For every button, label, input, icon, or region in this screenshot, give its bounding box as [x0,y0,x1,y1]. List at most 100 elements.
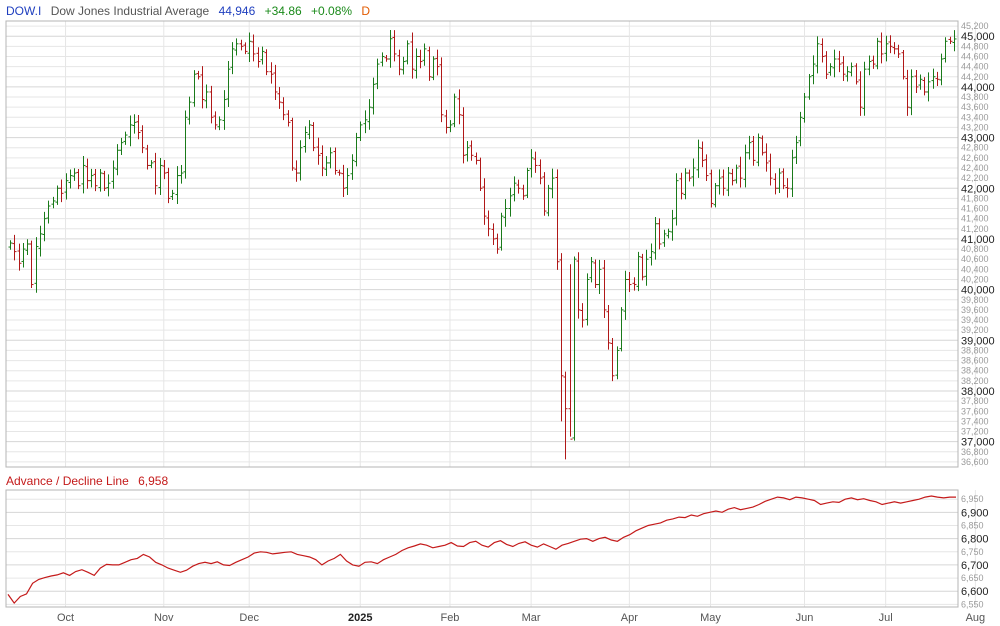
main-panel-frame [5,20,959,468]
ohlc-bar [350,154,355,180]
ohlc-bar [25,239,30,256]
axis-tick-label: 40,200 [961,274,989,284]
ohlc-bar [542,172,547,216]
symbol-label[interactable]: DOW.I [6,4,42,18]
axis-tick-label: 41,600 [961,204,989,214]
ohlc-bar [187,96,192,125]
ohlc-bar [709,169,714,208]
ohlc-bar [606,304,611,350]
interval-label[interactable]: D [361,4,371,18]
ohlc-bar [418,49,423,69]
axis-tick-label: 44,400 [961,62,989,72]
ohlc-bar [914,70,919,93]
ohlc-bar [358,121,363,141]
ohlc-bar [649,243,654,266]
ohlc-bar [345,168,350,196]
ohlc-bar [491,223,496,246]
main-grid [6,21,976,467]
ohlc-bar [457,89,462,125]
ohlc-bar [738,156,743,188]
axis-tick-label: 43,000 [961,133,995,145]
ohlc-bar [34,237,39,293]
ohlc-bar [89,168,94,188]
ohlc-bar [29,240,34,288]
indicator-panel-frame [5,489,959,608]
ohlc-bar [384,54,389,62]
ohlc-bar [311,122,316,152]
indicator-grid [6,490,976,607]
ohlc-bar [546,184,551,217]
ohlc-bar [777,168,782,193]
ohlc-bar [896,44,901,59]
ohlc-bar [879,32,884,64]
ohlc-bar [533,151,538,173]
ohlc-bar [128,115,133,147]
axis-tick-label: 39,200 [961,325,989,335]
axis-tick-label: 45,000 [961,31,995,43]
ohlc-bar [854,63,859,85]
ohlc-bar [589,256,594,283]
ohlc-bar [636,251,641,292]
ohlc-bar [700,141,705,168]
ohlc-bar [316,137,321,165]
axis-tick-label: 41,400 [961,214,989,224]
ohlc-bar [294,160,299,182]
ohlc-bar [768,153,773,186]
x-tick-label: Aug [966,612,986,624]
ohlc-bar [341,164,346,198]
ohlc-bar [696,139,701,178]
x-tick-label: Mar [522,612,541,624]
ohlc-bar [251,34,256,62]
ohlc-bar [674,173,679,226]
ohlc-bar [683,168,688,200]
ohlc-bar [149,160,154,169]
x-tick-label: Jun [796,612,814,624]
axis-tick-label: 36,800 [961,447,989,457]
ohlc-bar [76,169,81,190]
ohlc-bar [166,167,171,204]
ohlc-bar [51,196,56,209]
ohlc-bar [597,259,602,294]
ohlc-bar [465,140,470,162]
indicator-name: Advance / Decline Line [6,474,129,488]
axis-tick-label: 39,800 [961,295,989,305]
x-tick-label: 2025 [348,612,372,624]
ohlc-bar [123,131,128,145]
ohlc-bar [175,166,180,204]
ohlc-bar [892,42,897,55]
ohlc-bar [555,169,560,270]
ohlc-bar [209,85,214,124]
ohlc-bar [469,140,474,161]
ohlc-bar [713,182,718,208]
ohlc-bar [64,173,69,200]
advance-decline-line [7,495,956,605]
ohlc-bar [580,303,585,328]
ohlc-bar [644,249,649,286]
ohlc-bar [503,199,508,227]
ohlc-bar [273,64,278,101]
ohlc-bar [734,164,739,184]
x-tick-label: Dec [239,612,259,624]
ohlc-bar [585,273,590,326]
chart-header: DOW.I Dow Jones Industrial Average 44,94… [6,4,376,20]
axis-tick-label: 40,000 [961,285,995,297]
ohlc-bar [183,110,188,179]
ohlc-bar [439,57,444,123]
ohlc-bar [234,38,239,56]
ohlc-bar [495,233,500,254]
ohlc-bar [849,62,854,77]
ohlc-bar [486,210,491,237]
axis-tick-label: 6,750 [961,547,984,557]
axis-tick-label: 37,200 [961,427,989,437]
ohlc-bar [401,56,406,75]
ohlc-bar [478,157,483,191]
ohlc-bar [670,209,675,241]
axis-tick-label: 38,000 [961,386,995,398]
ohlc-bar [307,120,312,140]
ohlc-bars [8,29,957,460]
axis-tick-label: 6,950 [961,494,984,504]
ohlc-bar [204,84,209,109]
last-price: 44,946 [218,4,256,18]
ohlc-bar [192,70,197,107]
